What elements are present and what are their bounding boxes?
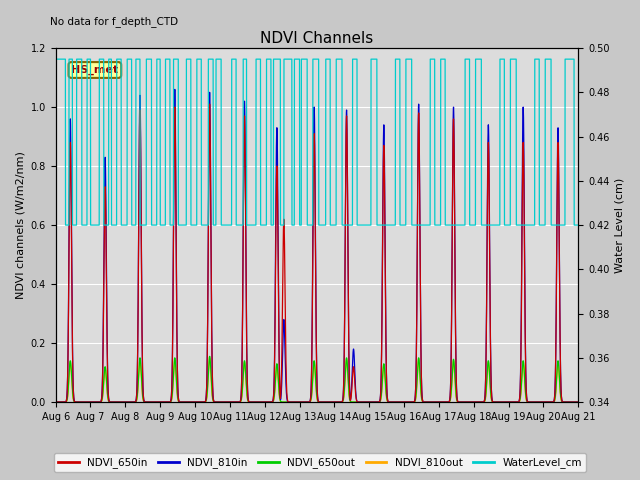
Title: NDVI Channels: NDVI Channels xyxy=(260,31,374,46)
Text: No data for f_depth_CTD: No data for f_depth_CTD xyxy=(51,16,179,27)
Legend: NDVI_650in, NDVI_810in, NDVI_650out, NDVI_810out, WaterLevel_cm: NDVI_650in, NDVI_810in, NDVI_650out, NDV… xyxy=(54,453,586,472)
Text: HS_met: HS_met xyxy=(71,65,118,75)
Y-axis label: NDVI channels (W/m2/nm): NDVI channels (W/m2/nm) xyxy=(15,151,25,299)
Y-axis label: Water Level (cm): Water Level (cm) xyxy=(615,178,625,273)
